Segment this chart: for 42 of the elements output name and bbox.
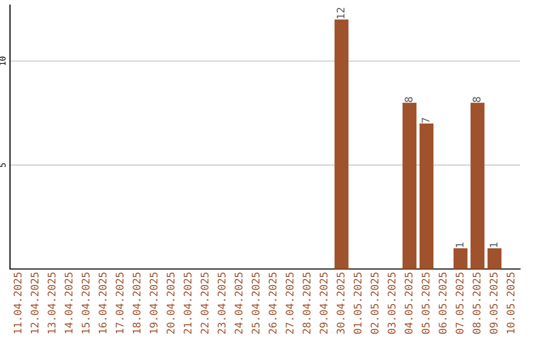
bar bbox=[334, 20, 348, 269]
x-tick-label: 27.04.2025 bbox=[286, 272, 294, 334]
x-tick-label: 14.04.2025 bbox=[64, 272, 73, 334]
data-label: 8 bbox=[472, 97, 481, 102]
bar bbox=[470, 102, 484, 269]
x-tick-label: 18.04.2025 bbox=[132, 272, 141, 334]
x-tick-label: 21.04.2025 bbox=[184, 272, 192, 334]
x-tick-label: 08.05.2025 bbox=[472, 272, 481, 334]
x-tick-label: 17.04.2025 bbox=[116, 272, 124, 334]
x-tick-label: 24.04.2025 bbox=[234, 272, 243, 334]
x-tick-label: 10.05.2025 bbox=[506, 272, 515, 334]
x-tick-label: 30.04.2025 bbox=[336, 272, 345, 334]
data-label: 1 bbox=[456, 242, 464, 247]
x-tick-label: 09.05.2025 bbox=[490, 272, 498, 334]
x-tick-label: 07.05.2025 bbox=[456, 272, 464, 334]
x-tick-label: 20.04.2025 bbox=[166, 272, 175, 334]
x-tick-label: 19.04.2025 bbox=[150, 272, 158, 334]
data-label: 8 bbox=[404, 97, 413, 102]
x-tick-label: 05.05.2025 bbox=[422, 272, 430, 334]
bar bbox=[488, 248, 502, 269]
x-tick-label: 06.05.2025 bbox=[438, 272, 447, 334]
x-tick-label: 02.05.2025 bbox=[370, 272, 379, 334]
x-tick-label: 03.05.2025 bbox=[388, 272, 396, 334]
data-label: 7 bbox=[422, 118, 430, 123]
bar bbox=[420, 123, 434, 269]
x-tick-label: 16.04.2025 bbox=[98, 272, 107, 334]
x-tick-label: 22.04.2025 bbox=[200, 272, 209, 334]
x-tick-label: 25.04.2025 bbox=[252, 272, 260, 334]
bar bbox=[402, 102, 416, 269]
x-tick-label: 13.04.2025 bbox=[48, 272, 56, 334]
x-tick-label: 29.04.2025 bbox=[320, 272, 328, 334]
x-tick-label: 28.04.2025 bbox=[302, 272, 311, 334]
bar bbox=[454, 248, 468, 269]
data-label: 1 bbox=[490, 242, 498, 247]
x-tick-label: 12.04.2025 bbox=[30, 272, 39, 334]
x-tick-label: 04.05.2025 bbox=[404, 272, 413, 334]
x-tick-label: 26.04.2025 bbox=[268, 272, 277, 334]
x-tick-label: 15.04.2025 bbox=[82, 272, 90, 334]
x-tick-label: 01.05.2025 bbox=[354, 272, 362, 334]
x-tick-label: 11.04.2025 bbox=[14, 272, 22, 334]
x-tick-label: 23.04.2025 bbox=[218, 272, 226, 334]
data-label: 12 bbox=[336, 8, 344, 18]
